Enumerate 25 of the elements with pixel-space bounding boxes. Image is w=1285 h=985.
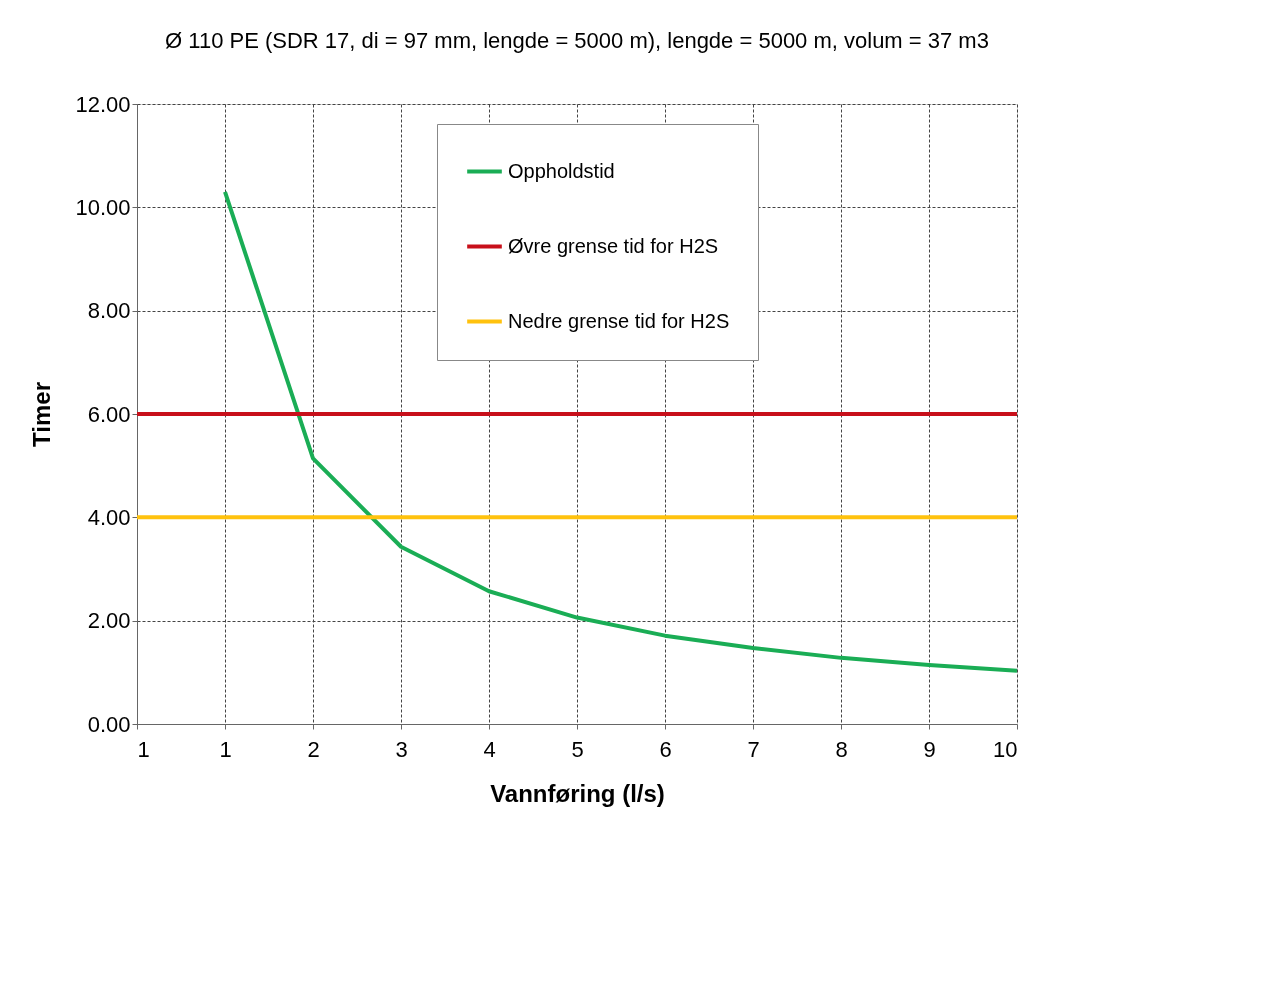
chart-title: Ø 110 PE (SDR 17, di = 97 mm, lengde = 5000 m), lengde = 5000 m, volum = 37 m3 — [165, 28, 989, 53]
y-tick-label: 4.00 — [87, 504, 131, 530]
x-axis-title: Vannføring (l/s) — [490, 779, 665, 807]
y-tick-label: 2.00 — [87, 608, 131, 634]
y-tick-label: 12.00 — [75, 91, 131, 117]
y-tick-label: 6.00 — [87, 401, 131, 427]
x-tick-label: 5 — [571, 736, 584, 762]
x-tick-label: 9 — [923, 736, 936, 762]
y-tick-label: 0.00 — [87, 711, 131, 737]
y-axis-title: Timer — [28, 382, 56, 447]
x-tick-label: 10 — [993, 736, 1018, 762]
legend-label: Oppholdstid — [508, 159, 615, 182]
legend-label: Nedre grense tid for H2S — [508, 309, 730, 332]
x-tick-label: 2 — [307, 736, 320, 762]
y-tick-label: 10.00 — [75, 194, 131, 220]
x-tick-label: 3 — [395, 736, 408, 762]
x-tick-label: 4 — [483, 736, 496, 762]
legend-label: Øvre grense tid for H2S — [508, 234, 719, 257]
y-tick-label: 8.00 — [87, 298, 131, 324]
x-tick-label: 1 — [137, 736, 150, 762]
x-tick-label: 7 — [747, 736, 760, 762]
x-tick-label: 6 — [659, 736, 672, 762]
line-series — [223, 189, 1017, 673]
x-tick-label: 1 — [219, 736, 232, 762]
x-tick-label: 8 — [835, 736, 848, 762]
